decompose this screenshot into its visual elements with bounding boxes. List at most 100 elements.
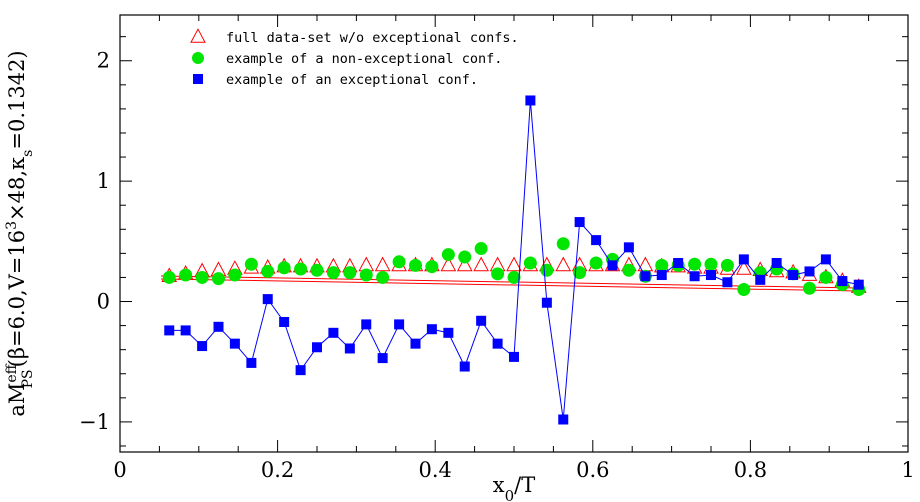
legend-marker-circle bbox=[192, 52, 204, 64]
data-point-circle bbox=[573, 266, 587, 280]
series-line bbox=[169, 100, 859, 420]
x-tick-label: 0 bbox=[113, 458, 126, 482]
data-point-square bbox=[279, 316, 290, 327]
data-point-triangle bbox=[736, 260, 752, 275]
data-point-circle bbox=[409, 258, 422, 272]
data-point-circle bbox=[540, 263, 554, 277]
legend-label: full data-set w/o exceptional confs. bbox=[226, 30, 519, 46]
data-point-circle bbox=[720, 258, 734, 272]
x-tick-label: 0.6 bbox=[576, 458, 609, 482]
data-point-square bbox=[197, 341, 208, 352]
data-point-circle bbox=[310, 263, 324, 277]
data-point-triangle bbox=[555, 256, 572, 272]
data-point-square bbox=[328, 327, 339, 338]
data-point-circle bbox=[523, 256, 537, 270]
data-point-circle bbox=[622, 263, 636, 277]
data-point-square bbox=[574, 217, 585, 228]
data-point-circle bbox=[195, 270, 209, 284]
data-point-square bbox=[361, 319, 372, 330]
legend-label: example of a non-exceptional conf. bbox=[226, 51, 502, 67]
data-point-circle bbox=[162, 270, 176, 284]
x-tick-label: 0.4 bbox=[418, 458, 451, 482]
data-point-square bbox=[820, 254, 831, 265]
y-tick-label: 2 bbox=[97, 49, 110, 73]
y-axis-label: aMeffPS(β=6.0,V=163×48,κs=0.1342) bbox=[4, 50, 36, 416]
data-point-square bbox=[541, 297, 552, 308]
data-point-triangle bbox=[506, 256, 522, 272]
data-point-square bbox=[656, 270, 667, 281]
data-point-circle bbox=[343, 266, 357, 280]
data-point-circle bbox=[704, 257, 718, 271]
data-point-circle bbox=[556, 237, 570, 251]
data-point-circle bbox=[392, 255, 406, 269]
data-point-circle bbox=[819, 270, 833, 284]
legend-marker-square bbox=[193, 74, 203, 84]
data-point-square bbox=[262, 294, 273, 305]
data-point-square bbox=[426, 324, 437, 335]
data-point-circle bbox=[376, 270, 390, 284]
data-point-circle bbox=[655, 258, 669, 272]
data-point-square bbox=[722, 277, 733, 288]
data-point-square bbox=[607, 260, 618, 271]
data-point-circle bbox=[688, 257, 702, 271]
data-point-square bbox=[443, 327, 454, 338]
data-point-square bbox=[213, 321, 224, 332]
data-point-circle bbox=[425, 260, 439, 274]
data-point-square bbox=[706, 270, 716, 281]
data-point-triangle bbox=[440, 256, 457, 272]
data-point-circle bbox=[458, 250, 472, 264]
x-axis-label: x0/T bbox=[493, 473, 535, 502]
y-tick-label: 1 bbox=[97, 169, 110, 193]
data-point-square bbox=[591, 235, 602, 246]
data-point-circle bbox=[803, 281, 816, 295]
data-point-circle bbox=[359, 268, 373, 282]
data-point-circle bbox=[261, 264, 275, 278]
data-point-circle bbox=[737, 282, 751, 296]
data-point-triangle bbox=[637, 256, 654, 272]
data-point-circle bbox=[212, 272, 225, 286]
y-tick-label: 0 bbox=[97, 290, 110, 314]
data-point-square bbox=[673, 257, 684, 268]
data-point-circle bbox=[507, 270, 521, 284]
y-tick-label: −1 bbox=[79, 410, 110, 434]
data-point-square bbox=[689, 271, 700, 282]
data-point-circle bbox=[474, 242, 488, 256]
data-point-square bbox=[804, 266, 815, 277]
legend: full data-set w/o exceptional confs. exam… bbox=[190, 28, 519, 88]
data-point-square bbox=[246, 357, 257, 368]
data-point-square bbox=[558, 414, 569, 425]
data-point-circle bbox=[589, 256, 603, 270]
data-point-square bbox=[164, 325, 175, 336]
data-point-circle bbox=[294, 262, 308, 276]
data-point-square bbox=[623, 242, 634, 253]
data-point-circle bbox=[326, 266, 340, 280]
data-point-square bbox=[755, 274, 766, 285]
data-point-square bbox=[394, 319, 405, 330]
x-tick-label: 0.2 bbox=[261, 458, 294, 482]
data-point-square bbox=[509, 351, 519, 362]
data-point-square bbox=[853, 279, 864, 290]
data-point-circle bbox=[228, 268, 242, 282]
data-point-triangle bbox=[456, 256, 473, 272]
data-point-square bbox=[476, 315, 487, 326]
data-point-circle bbox=[277, 261, 291, 275]
data-point-square bbox=[525, 95, 536, 106]
data-point-square bbox=[229, 338, 240, 349]
axis-ticks bbox=[119, 15, 909, 452]
data-point-triangle bbox=[374, 256, 391, 272]
data-point-square bbox=[459, 361, 470, 372]
data-point-square bbox=[410, 338, 421, 349]
legend-marker-triangle bbox=[190, 28, 206, 43]
data-point-square bbox=[312, 342, 322, 353]
data-point-square bbox=[377, 353, 388, 364]
data-point-square bbox=[788, 270, 799, 281]
data-point-triangle bbox=[473, 256, 489, 272]
data-point-square bbox=[295, 365, 306, 376]
x-tick-label: 1 bbox=[901, 458, 914, 482]
legend-label: example of an exceptional conf. bbox=[226, 72, 478, 88]
x-tick-label: 0.8 bbox=[734, 458, 767, 482]
data-point-circle bbox=[491, 267, 505, 281]
data-point-square bbox=[344, 343, 355, 354]
